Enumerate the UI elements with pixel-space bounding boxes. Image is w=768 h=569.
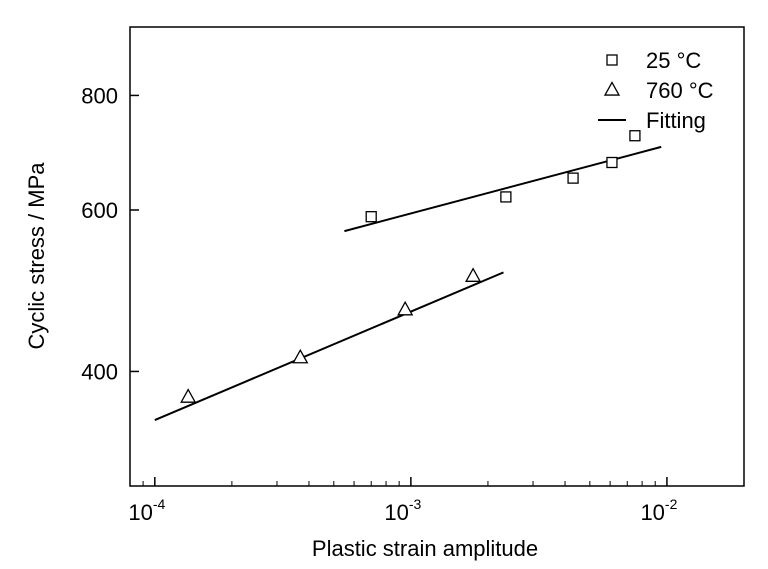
x-tick-label: 10-4 xyxy=(128,496,165,525)
x-tick-label: 10-2 xyxy=(640,496,677,525)
legend-square-icon xyxy=(606,54,618,66)
square-marker-25c xyxy=(567,172,579,184)
y-axis-title: Cyclic stress / MPa xyxy=(24,162,49,350)
data-markers xyxy=(180,130,641,403)
y-tick-labels: 400 600 800 xyxy=(81,83,118,384)
x-axis-title: Plastic strain amplitude xyxy=(312,536,538,561)
square-marker-25c xyxy=(606,156,618,169)
triangle-marker-760c xyxy=(397,300,414,316)
triangle-marker-760c xyxy=(180,388,197,403)
y-tick-label: 800 xyxy=(81,83,118,108)
fitting-lines xyxy=(154,145,662,422)
triangle-marker-760c xyxy=(292,348,309,364)
x-tick-labels: 10-4 10-3 10-2 xyxy=(128,496,677,525)
y-tick-label: 400 xyxy=(81,359,118,384)
legend-triangle-icon xyxy=(603,81,621,96)
square-marker-25c xyxy=(365,211,377,223)
plot-area-frame xyxy=(129,26,745,487)
square-marker-25c xyxy=(500,191,512,203)
legend-label: 760 °C xyxy=(646,78,714,103)
fitting-line xyxy=(154,271,504,422)
legend: 25 °C 760 °C Fitting xyxy=(598,48,714,133)
x-tick-label: 10-3 xyxy=(384,496,421,525)
y-tick-label: 600 xyxy=(81,198,118,223)
legend-label: 25 °C xyxy=(646,48,701,73)
legend-label: Fitting xyxy=(646,108,706,133)
square-marker-25c xyxy=(629,130,641,142)
triangle-marker-760c xyxy=(464,267,482,282)
tick-marks xyxy=(130,94,668,486)
